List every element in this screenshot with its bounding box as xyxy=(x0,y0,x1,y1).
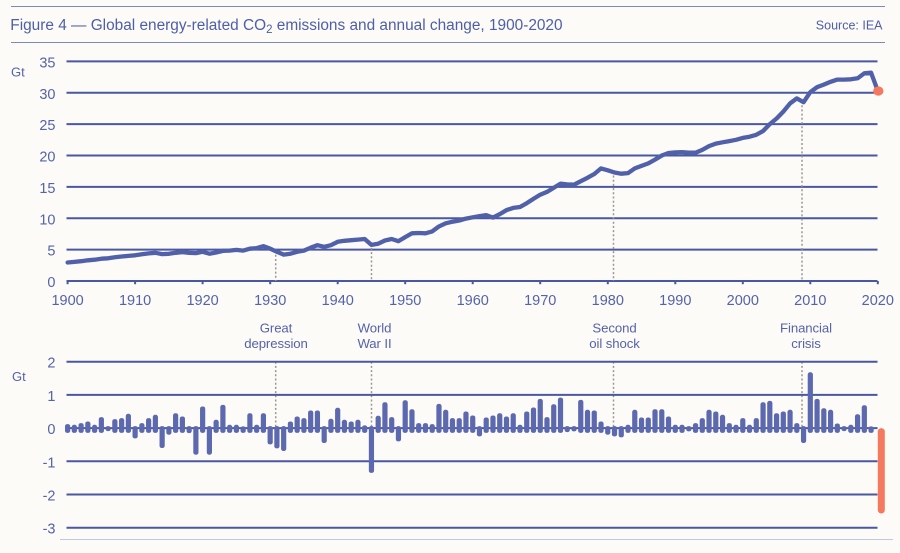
svg-text:-3: -3 xyxy=(43,522,56,538)
svg-text:depression: depression xyxy=(244,336,308,351)
svg-text:Great: Great xyxy=(260,321,293,336)
svg-text:-2: -2 xyxy=(43,489,56,505)
svg-text:Gt: Gt xyxy=(11,65,25,80)
svg-text:0: 0 xyxy=(47,275,55,291)
svg-text:0: 0 xyxy=(47,422,55,438)
svg-text:10: 10 xyxy=(39,212,55,228)
svg-text:2: 2 xyxy=(47,356,55,372)
svg-text:1900: 1900 xyxy=(51,293,83,309)
svg-text:20: 20 xyxy=(39,150,55,166)
svg-text:5: 5 xyxy=(47,244,55,260)
svg-text:1960: 1960 xyxy=(457,293,489,309)
svg-text:1950: 1950 xyxy=(389,293,421,309)
svg-text:War II: War II xyxy=(357,336,391,351)
svg-text:-1: -1 xyxy=(43,455,56,471)
svg-text:2010: 2010 xyxy=(794,293,826,309)
svg-text:Gt: Gt xyxy=(12,369,26,384)
svg-text:35: 35 xyxy=(39,55,55,71)
svg-text:Financial: Financial xyxy=(780,321,832,336)
svg-text:Figure 4 — Global energy-relat: Figure 4 — Global energy-related CO2 emi… xyxy=(10,17,562,36)
svg-text:1910: 1910 xyxy=(119,293,151,309)
svg-text:Source: IEA: Source: IEA xyxy=(816,19,883,33)
svg-text:1970: 1970 xyxy=(524,293,556,309)
svg-text:2000: 2000 xyxy=(727,293,759,309)
svg-text:1980: 1980 xyxy=(592,293,624,309)
svg-text:2020: 2020 xyxy=(862,293,894,309)
svg-text:30: 30 xyxy=(39,87,55,103)
svg-text:1990: 1990 xyxy=(659,293,691,309)
svg-text:15: 15 xyxy=(39,181,55,197)
svg-text:1: 1 xyxy=(47,389,55,405)
svg-text:Second: Second xyxy=(592,321,636,336)
svg-text:oil shock: oil shock xyxy=(589,336,640,351)
svg-text:25: 25 xyxy=(39,118,55,134)
svg-text:crisis: crisis xyxy=(791,336,821,351)
svg-text:World: World xyxy=(358,321,392,336)
svg-text:1940: 1940 xyxy=(322,293,354,309)
svg-text:1920: 1920 xyxy=(186,293,218,309)
svg-text:1930: 1930 xyxy=(254,293,286,309)
